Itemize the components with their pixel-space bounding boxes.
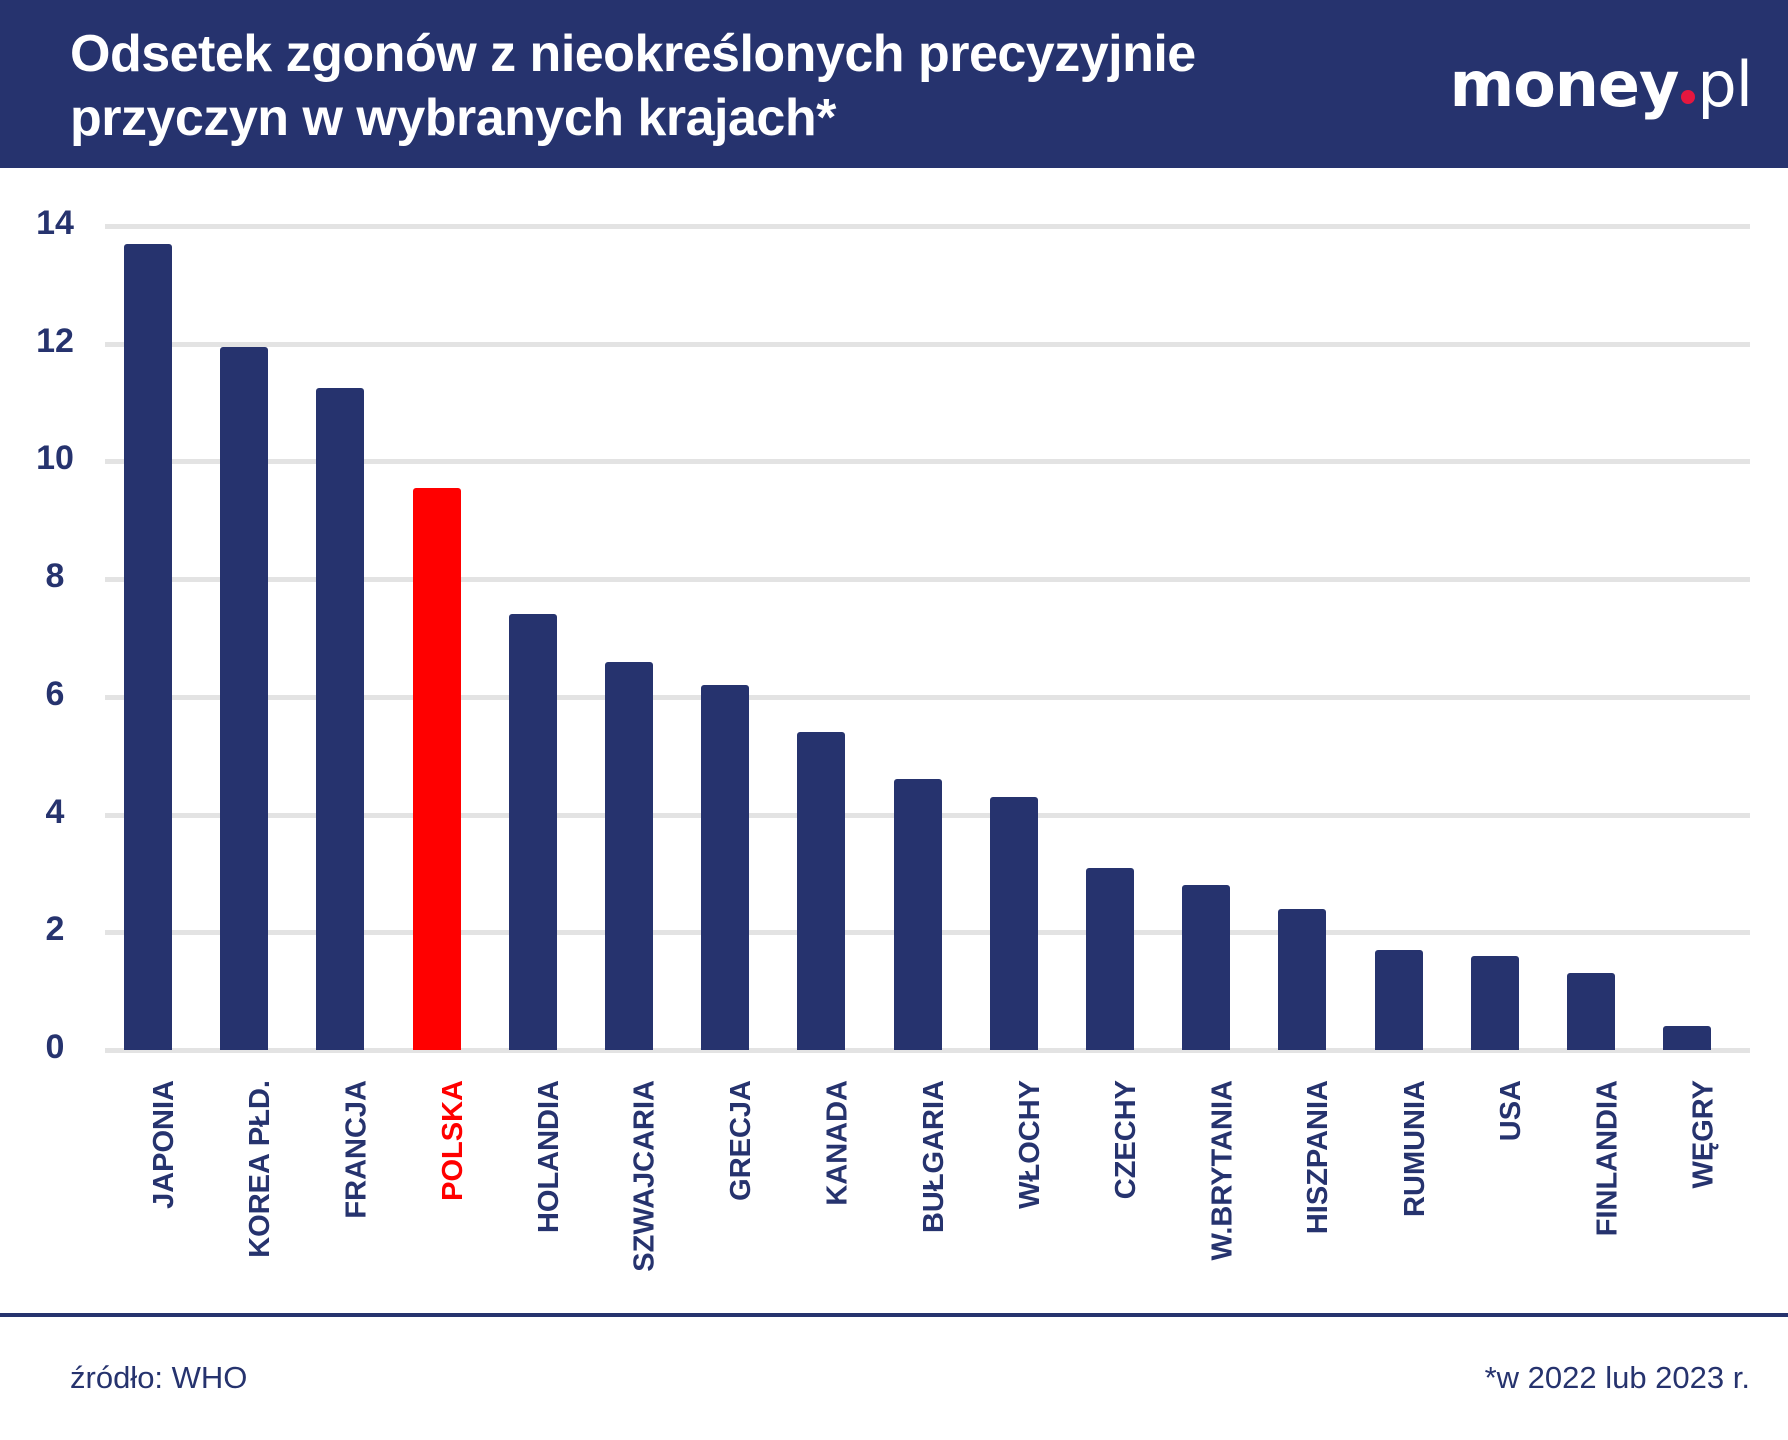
x-tick-label-text: CZECHY <box>1110 1080 1142 1200</box>
x-tick-label: RUMUNIA <box>1359 1080 1431 1320</box>
chart-title: Odsetek zgonów z nieokreślonych precyzyj… <box>70 22 1196 150</box>
x-tick-label-text: KANADA <box>821 1080 854 1206</box>
bar-polska <box>412 487 461 1050</box>
x-tick-label-text: WĘGRY <box>1687 1080 1720 1189</box>
x-tick-label: CZECHY <box>1070 1080 1142 1320</box>
x-tick-label-text: KOREA PŁD. <box>244 1080 277 1258</box>
bar-szwajcaria <box>605 661 653 1050</box>
logo-main-text: money <box>1449 48 1680 121</box>
x-tick-label: POLSKA <box>397 1080 469 1320</box>
gridline <box>105 224 1750 229</box>
x-tick-label: BUŁGARIA <box>878 1080 950 1320</box>
x-tick-label-text: FINLANDIA <box>1591 1080 1623 1237</box>
logo-dot-icon <box>1681 90 1696 104</box>
gridline <box>105 577 1750 583</box>
x-tick-label: FRANCJA <box>300 1080 372 1320</box>
gridline <box>105 1048 1750 1053</box>
x-tick-label: SZWAJCARIA <box>589 1080 661 1320</box>
x-tick-label-text: USA <box>1494 1080 1527 1142</box>
bar-czechy <box>1086 867 1134 1050</box>
x-tick-label: HOLANDIA <box>493 1080 565 1320</box>
bar-holandia <box>508 614 557 1050</box>
bar-hiszpania <box>1278 908 1327 1050</box>
x-tick-label-text: HOLANDIA <box>532 1080 565 1234</box>
footer-divider <box>0 1313 1788 1317</box>
y-tick-label: 0 <box>45 1028 65 1066</box>
money-pl-logo: money pl <box>1449 48 1753 121</box>
bar-rumunia <box>1374 949 1423 1050</box>
bar-finlandia <box>1567 973 1615 1050</box>
gridline <box>105 694 1750 700</box>
bar-usa <box>1470 955 1519 1050</box>
y-tick-label: 10 <box>36 439 74 478</box>
x-tick-label: JAPONIA <box>108 1080 180 1320</box>
y-tick-label: 14 <box>36 204 74 242</box>
bar-francja <box>316 387 365 1050</box>
header-banner: Odsetek zgonów z nieokreślonych precyzyj… <box>0 0 1788 168</box>
logo-suffix-text: pl <box>1697 48 1753 121</box>
x-tick-label-text: JAPONIA <box>148 1080 180 1209</box>
x-tick-label: WĘGRY <box>1647 1080 1719 1320</box>
x-tick-label-text: W.BRYTANIA <box>1206 1080 1239 1261</box>
source-note: źródło: WHO <box>70 1360 248 1395</box>
bar-kanada <box>797 732 846 1050</box>
x-tick-label-text: RUMUNIA <box>1398 1080 1431 1217</box>
x-tick-label: USA <box>1455 1080 1527 1320</box>
x-tick-label: W.BRYTANIA <box>1166 1080 1238 1320</box>
x-tick-label-text: WŁOCHY <box>1013 1080 1046 1209</box>
x-tick-label-text: GRECJA <box>725 1080 758 1201</box>
x-tick-label: KANADA <box>781 1080 853 1320</box>
y-tick-label: 2 <box>45 910 65 949</box>
gridline <box>105 341 1750 347</box>
y-tick-label: 12 <box>36 321 74 360</box>
x-tick-label-text: POLSKA <box>436 1080 469 1201</box>
x-tick-label-text: FRANCJA <box>340 1080 373 1219</box>
x-tick-label: GRECJA <box>685 1080 757 1320</box>
y-tick-label: 8 <box>45 557 65 596</box>
x-tick-label: HISZPANIA <box>1262 1080 1334 1320</box>
x-tick-label-text: BUŁGARIA <box>917 1080 950 1234</box>
x-tick-label: KOREA PŁD. <box>204 1080 276 1320</box>
y-tick-label: 4 <box>45 792 65 831</box>
x-tick-label: WŁOCHY <box>974 1080 1046 1320</box>
x-tick-label: FINLANDIA <box>1551 1080 1623 1320</box>
footnote: *w 2022 lub 2023 r. <box>1484 1360 1750 1395</box>
bar-włochy <box>989 796 1038 1050</box>
chart-title-line2: przyczyn w wybranych krajach* <box>70 89 836 147</box>
gridline <box>105 459 1750 465</box>
bar-grecja <box>701 685 750 1050</box>
y-tick-label: 6 <box>45 674 65 713</box>
bar-japonia <box>124 243 172 1050</box>
chart-title-line1: Odsetek zgonów z nieokreślonych precyzyj… <box>70 25 1196 83</box>
bar-w-brytania <box>1182 885 1231 1050</box>
bar-węgry <box>1663 1026 1712 1050</box>
bar-korea-płd- <box>220 346 269 1050</box>
x-tick-label-text: HISZPANIA <box>1302 1080 1335 1235</box>
x-tick-label-text: SZWAJCARIA <box>629 1080 661 1272</box>
bar-bułgaria <box>893 779 942 1050</box>
